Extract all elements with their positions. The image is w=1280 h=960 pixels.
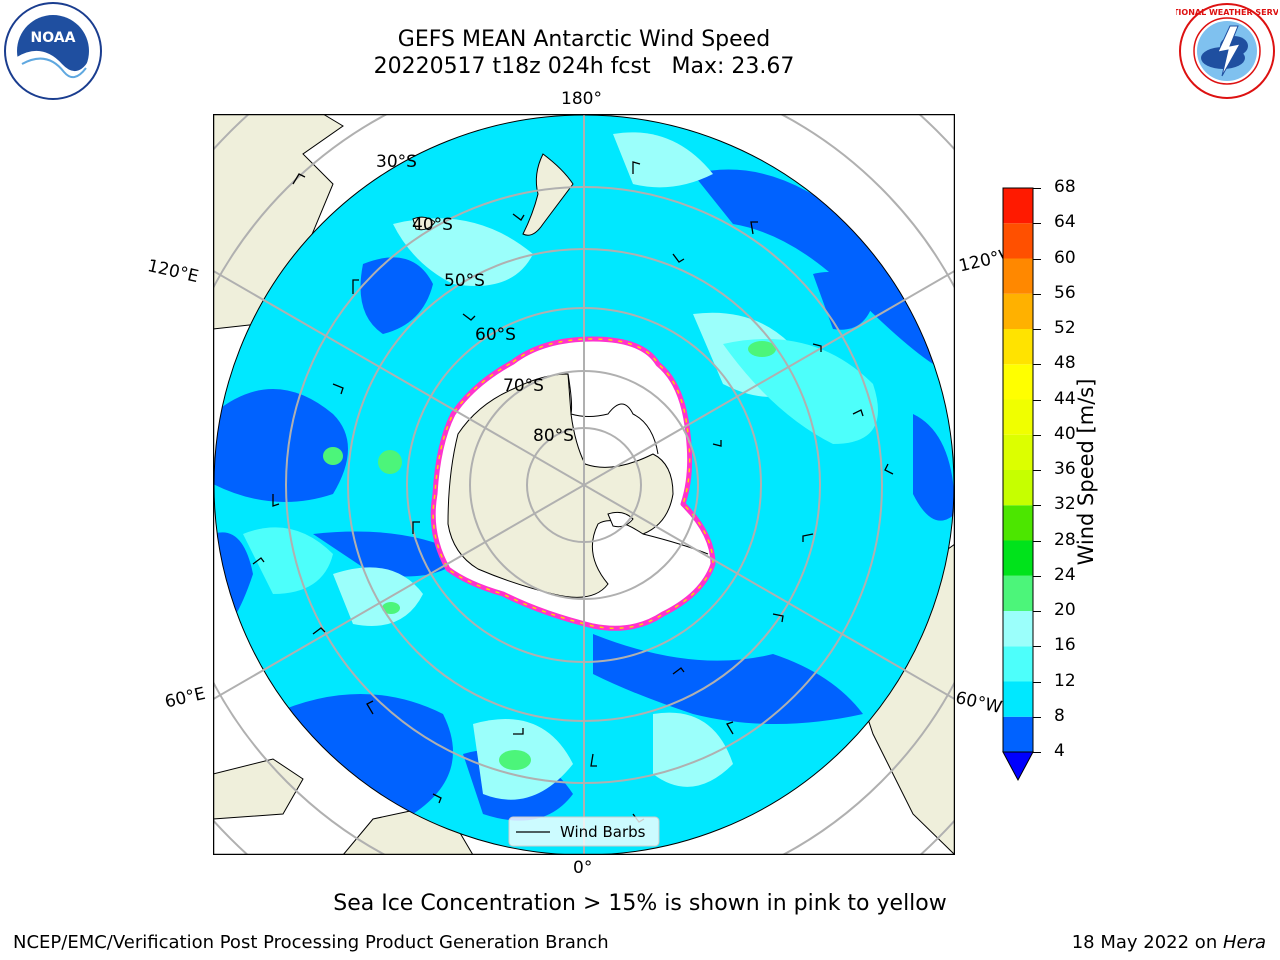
colorbar-tick-label: 40 [1054,423,1076,444]
colorbar-label: Wind Speed [m/s] [1074,378,1098,566]
colorbar-tick-mark [1033,505,1041,507]
colorbar-cell [1003,434,1033,470]
noaa-logo: NOAA [4,2,102,100]
nws-logo: NATIONAL WEATHER SERVICE [1176,3,1278,99]
colorbar-tick-label: 16 [1054,635,1076,656]
colorbar-cell [1003,575,1033,611]
colorbar-tick-label: 44 [1054,388,1076,409]
colorbar-cell [1003,258,1033,294]
colorbar-tick-label: 68 [1054,177,1076,197]
colorbar-tick-label: 28 [1054,529,1076,550]
colorbar-tick-label: 8 [1054,705,1065,726]
colorbar-tick-label: 12 [1054,670,1076,691]
footer-date-text: 18 May 2022 on [1071,932,1223,953]
colorbar-tick-label: 24 [1054,564,1076,585]
colorbar-tick-label: 52 [1054,318,1076,338]
colorbar-cell [1003,293,1033,329]
colorbar-cell [1003,646,1033,682]
colorbar-cell [1003,540,1033,576]
colorbar-cell [1003,505,1033,541]
colorbar-cell [1003,188,1033,224]
map-title: GEFS MEAN Antarctic Wind Speed [397,27,771,52]
colorbar-tick-mark [1033,399,1041,401]
colorbar-tick-mark [1033,716,1041,718]
colorbar-underflow-triangle [1002,751,1034,782]
wind-barbs [252,161,894,823]
colorbar-tick-label: 60 [1054,247,1076,268]
footer-host: Hera [1222,932,1266,953]
colorbar-tick-mark [1033,364,1041,366]
longitude-grid [213,114,955,855]
colorbar-tick-label: 4 [1054,741,1065,761]
colorbar-tick-label: 32 [1054,494,1076,515]
colorbar [1002,187,1034,782]
colorbar-tick-mark [1033,611,1041,612]
sea-ice-note: Sea Ice Concentration > 15% is shown in … [333,891,947,916]
lat-label-40s: 40°S [412,215,453,235]
colorbar-tick-mark [1033,752,1041,753]
lat-label-30s: 30°S [376,152,417,172]
footer-date: 18 May 2022 on Hera [1072,932,1266,953]
nws-logo-text: NATIONAL WEATHER SERVICE [1176,8,1278,17]
colorbar-tick-mark [1033,575,1041,577]
colorbar-cell [1003,364,1033,400]
colorbar-tick-mark [1033,293,1041,295]
lon-label-120e: 120°E [145,256,201,288]
lat-label-70s: 70°S [503,376,544,396]
colorbar-tick-label: 64 [1054,212,1076,233]
lat-label-80s: 80°S [533,426,574,446]
legend-label: Wind Barbs [560,823,646,841]
colorbar-tick-mark [1033,681,1041,683]
lon-label-180: 180° [561,89,602,109]
noaa-logo-text: NOAA [31,30,76,46]
colorbar-tick-label: 36 [1054,459,1076,479]
tasmania [412,216,436,231]
colorbar-tick-label: 56 [1054,282,1076,303]
colorbar-tick-mark [1033,188,1041,189]
map-subtitle: 20220517 t18z 024h fcst Max: 23.67 [373,54,795,79]
colorbar-cell [1003,329,1033,365]
colorbar-tick-label: 48 [1054,353,1076,374]
colorbar-tick-mark [1033,434,1041,436]
legend: Wind Barbs [508,816,660,847]
colorbar-tick-mark [1033,646,1041,648]
polar-map: 30°S 40°S 50°S 60°S 70°S 80°S Wind Barbs [213,114,955,855]
antarctica [430,336,716,631]
lat-label-50s: 50°S [444,271,485,291]
latitude-labels: 30°S 40°S 50°S 60°S 70°S 80°S [376,152,574,446]
colorbar-tick-label: 20 [1054,600,1076,620]
lat-label-60s: 60°S [475,325,516,345]
colorbar-cell [1003,716,1033,752]
colorbar-tick-mark [1033,329,1041,330]
colorbar-tick-mark [1033,540,1041,542]
lon-label-60w: 60°W [953,688,1004,719]
map-frame [213,114,955,855]
colorbar-cell [1003,611,1033,647]
colorbar-tick-mark [1033,470,1041,471]
lon-label-60e: 60°E [163,683,208,713]
lon-label-0: 0° [573,858,593,878]
colorbar-tick-mark [1033,223,1041,225]
footer-credit: NCEP/EMC/Verification Post Processing Pr… [13,932,609,953]
colorbar-tick-mark [1033,258,1041,260]
colorbar-cell [1003,470,1033,506]
colorbar-cell [1003,223,1033,259]
colorbar-cell [1003,399,1033,435]
colorbar-cell [1003,681,1033,717]
